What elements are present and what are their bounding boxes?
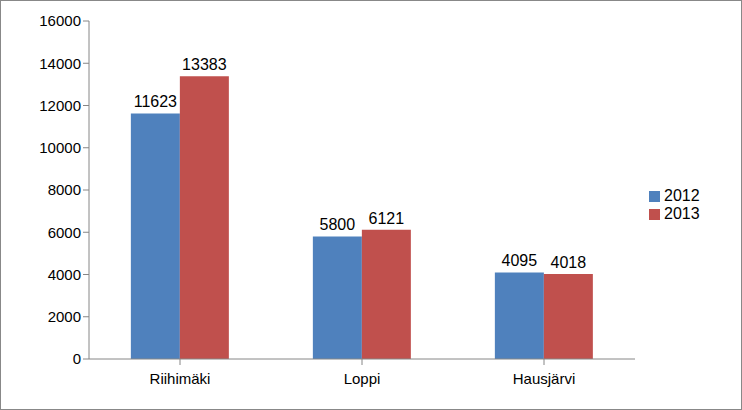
svg-text:8000: 8000 [48, 181, 81, 198]
svg-text:16000: 16000 [39, 12, 81, 29]
svg-text:6121: 6121 [369, 210, 405, 227]
svg-text:6000: 6000 [48, 224, 81, 241]
svg-text:12000: 12000 [39, 97, 81, 114]
svg-text:5800: 5800 [320, 216, 356, 233]
svg-text:13383: 13383 [182, 56, 227, 73]
svg-text:4000: 4000 [48, 266, 81, 283]
svg-text:Loppi: Loppi [344, 370, 381, 387]
svg-text:2000: 2000 [48, 308, 81, 325]
svg-text:Hausjärvi: Hausjärvi [513, 370, 576, 387]
svg-text:14000: 14000 [39, 55, 81, 72]
svg-text:4095: 4095 [502, 252, 538, 269]
svg-text:0: 0 [73, 350, 81, 367]
html-text:2013: 2013 [664, 205, 700, 222]
svg-text:4018: 4018 [551, 254, 587, 271]
svg-text:Riihimäki: Riihimäki [150, 370, 211, 387]
svg-text:11623: 11623 [134, 93, 177, 110]
html-text:2012: 2012 [664, 187, 700, 204]
svg-text:10000: 10000 [39, 139, 81, 156]
